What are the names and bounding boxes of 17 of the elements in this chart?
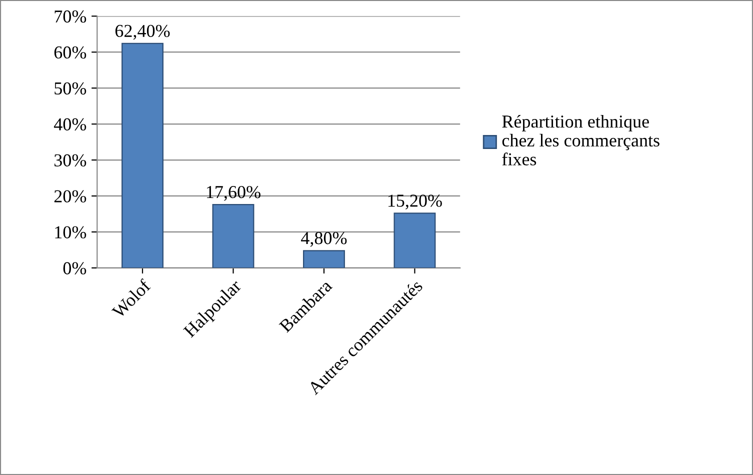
y-tick-label: 40% [54, 118, 86, 131]
y-tick-label: 20% [54, 190, 86, 202]
y-tick-label: 70% [54, 10, 86, 23]
bar [122, 42, 164, 268]
bar [303, 250, 345, 268]
y-tick-label: 0% [63, 262, 86, 274]
y-tick-label: 10% [55, 226, 86, 238]
data-label: 4,80% [301, 232, 347, 247]
data-label: 15,20% [388, 194, 442, 210]
legend-label: Répartition ethnique chez les commerçants fixes [502, 114, 660, 166]
data-label: 17,60% [207, 186, 260, 201]
y-tick-label: 60% [54, 46, 86, 59]
bar [212, 204, 254, 268]
y-tick-label: 50% [54, 82, 86, 95]
data-label: 62,40% [115, 24, 170, 40]
y-tick-label: 30% [54, 154, 86, 167]
bar [394, 212, 436, 268]
